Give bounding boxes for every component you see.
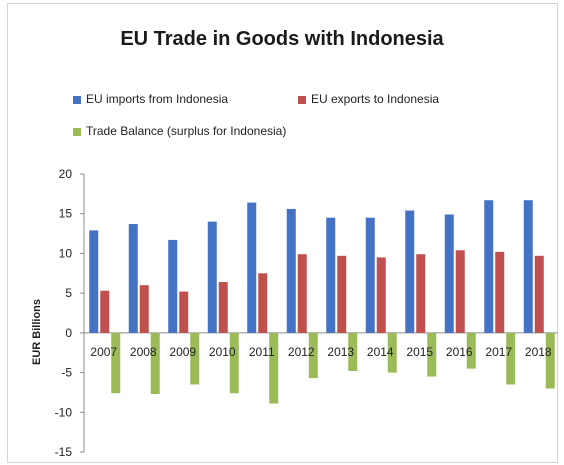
legend-swatch-imports [73,95,81,104]
y-tick-label: 20 [59,167,73,181]
bar-exports-2011 [258,273,268,333]
bar-imports-2011 [247,202,257,333]
bar-balance-2015 [427,332,437,377]
bar-exports-2016 [455,250,465,333]
legend-item-imports: EU imports from Indonesia [73,92,228,106]
x-tick-label: 2013 [327,345,354,359]
bar-exports-2017 [495,251,505,333]
bar-balance-2007 [111,332,121,394]
bar-balance-2017 [506,332,516,385]
y-axis-label: EUR Billions [31,299,43,365]
y-tick-label: 5 [65,286,72,300]
bar-imports-2010 [207,221,217,333]
y-tick-label: -5 [61,366,72,380]
bar-imports-2013 [326,217,336,333]
x-tick-label: 2008 [130,345,157,359]
x-tick-label: 2012 [288,345,315,359]
legend-item-exports: EU exports to Indonesia [298,92,439,106]
legend-item-balance: Trade Balance (surplus for Indonesia) [73,124,286,138]
bar-balance-2013 [348,332,358,371]
legend-label-balance: Trade Balance (surplus for Indonesia) [86,124,287,138]
bar-balance-2011 [269,332,279,404]
bar-imports-2017 [484,200,494,333]
bar-imports-2009 [168,239,178,333]
bar-exports-2012 [297,254,307,333]
bar-imports-2016 [444,214,454,333]
bar-balance-2018 [545,332,555,389]
chart-frame [7,3,558,463]
bar-balance-2008 [150,332,160,395]
bar-exports-2018 [534,255,544,333]
x-tick-label: 2009 [169,345,196,359]
y-tick-label: 15 [59,207,73,221]
bar-imports-2018 [523,200,533,333]
bar-imports-2012 [286,208,296,333]
bar-exports-2014 [376,257,386,333]
legend-label-imports: EU imports from Indonesia [86,92,229,106]
bar-exports-2009 [179,291,189,333]
bar-exports-2007 [100,290,110,333]
bar-imports-2008 [128,224,138,333]
y-tick-label: 0 [65,326,72,340]
x-tick-label: 2011 [249,345,275,359]
x-tick-label: 2010 [209,345,236,359]
chart-title: EU Trade in Goods with Indonesia [120,28,444,50]
x-tick-label: 2018 [525,345,552,359]
bar-exports-2008 [139,285,149,333]
y-tick-label: -10 [55,405,73,419]
bar-imports-2015 [405,210,415,333]
legend-swatch-exports [298,95,306,104]
legend-label-exports: EU exports to Indonesia [311,92,440,106]
bar-balance-2012 [308,332,318,379]
bar-imports-2007 [89,230,99,333]
legend-swatch-balance [73,127,81,136]
y-tick-label: 10 [59,246,73,260]
bar-balance-2010 [229,332,239,394]
bar-imports-2014 [365,217,375,333]
x-tick-label: 2007 [90,345,117,359]
bar-balance-2016 [466,332,476,369]
x-tick-label: 2017 [485,345,512,359]
y-tick-label: -15 [55,445,73,459]
x-tick-label: 2014 [367,345,394,359]
x-tick-label: 2015 [406,345,433,359]
x-tick-label: 2016 [446,345,473,359]
bar-exports-2015 [416,254,426,333]
bar-balance-2009 [190,332,200,385]
bar-exports-2013 [337,255,347,333]
bar-balance-2014 [387,332,397,373]
bar-exports-2010 [218,282,228,333]
